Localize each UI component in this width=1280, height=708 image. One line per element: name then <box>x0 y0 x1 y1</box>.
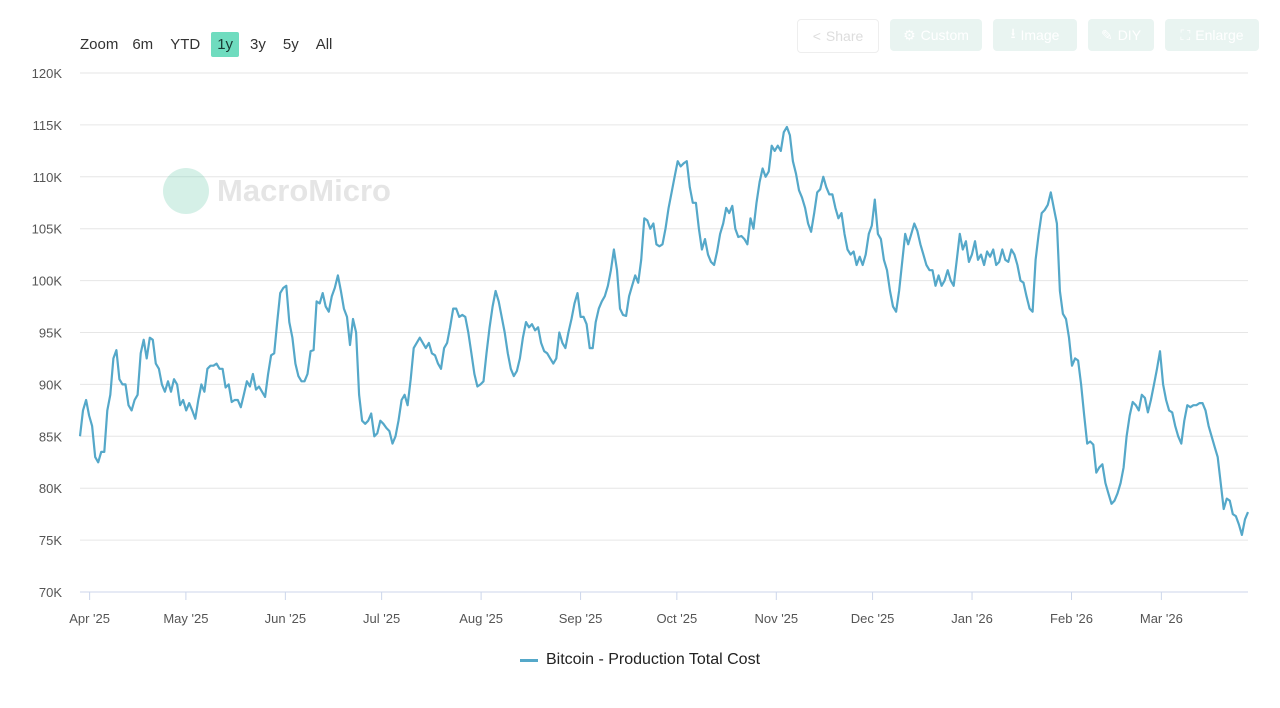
x-tick-label: Nov '25 <box>754 611 798 626</box>
zoom-label: Zoom <box>80 36 119 53</box>
expand-icon: ⛶ <box>1180 26 1191 43</box>
image-label: Image <box>1020 27 1060 43</box>
share-button[interactable]: < Share <box>797 19 879 53</box>
x-tick-label: Mar '26 <box>1140 611 1183 626</box>
x-tick-label: May '25 <box>163 611 208 626</box>
share-icon: < <box>812 28 821 44</box>
x-tick-label: Jan '26 <box>951 611 993 626</box>
custom-button[interactable]: ⚙ Custom <box>890 19 982 51</box>
watermark: MacroMicro <box>163 168 391 214</box>
enlarge-button[interactable]: ⛶ Enlarge <box>1165 19 1259 51</box>
zoom-1y-button[interactable]: 1y <box>211 32 240 57</box>
y-tick-label: 105K <box>32 222 63 237</box>
y-tick-label: 90K <box>39 377 62 392</box>
y-tick-label: 110K <box>33 170 63 185</box>
watermark-text: MacroMicro <box>217 173 391 208</box>
x-tick-label: Dec '25 <box>851 611 895 626</box>
zoom-selector: Zoom 6m YTD 1y 3y 5y All <box>80 32 343 57</box>
download-icon: ⭳ <box>1010 25 1016 41</box>
zoom-all-button[interactable]: All <box>315 36 333 53</box>
gear-icon: ⚙ <box>903 26 916 43</box>
x-tick-label: Feb '26 <box>1050 611 1093 626</box>
custom-label: Custom <box>920 27 969 43</box>
x-tick-label: Aug '25 <box>459 611 503 626</box>
zoom-5y-button[interactable]: 5y <box>282 36 299 53</box>
zoom-6m-button[interactable]: 6m <box>132 36 154 53</box>
legend-swatch <box>519 658 538 662</box>
y-tick-label: 70K <box>39 585 62 600</box>
share-label: Share <box>825 28 864 44</box>
macromicro-logo-icon <box>163 168 209 214</box>
x-tick-label: Oct '25 <box>656 611 697 626</box>
x-tick-label: Sep '25 <box>559 611 603 626</box>
y-tick-label: 95K <box>39 326 62 341</box>
pencil-icon: ✎ <box>1100 26 1113 43</box>
y-tick-label: 85K <box>39 429 62 444</box>
zoom-3y-button[interactable]: 3y <box>250 36 266 53</box>
enlarge-label: Enlarge <box>1195 27 1244 43</box>
image-button[interactable]: ⭳ Image <box>993 19 1077 51</box>
y-tick-label: 120K <box>32 66 63 81</box>
legend-label: Bitcoin - Production Total Cost <box>545 651 761 668</box>
series-line <box>78 125 1250 537</box>
y-tick-label: 75K <box>39 533 62 548</box>
legend[interactable]: Bitcoin - Production Total Cost <box>0 651 1280 669</box>
zoom-ytd-button[interactable]: YTD <box>170 36 201 53</box>
x-tick-label: Jun '25 <box>265 611 307 626</box>
y-tick-label: 80K <box>39 481 62 496</box>
diy-label: DIY <box>1117 27 1142 43</box>
toolbar: < Share ⚙ Custom ⭳ Image ✎ DIY ⛶ Enlarge <box>797 19 1259 53</box>
x-tick-label: Apr '25 <box>69 611 110 626</box>
diy-button[interactable]: ✎ DIY <box>1088 19 1154 51</box>
y-tick-label: 100K <box>32 274 63 289</box>
x-tick-label: Jul '25 <box>363 611 400 626</box>
y-tick-label: 115K <box>33 118 63 133</box>
